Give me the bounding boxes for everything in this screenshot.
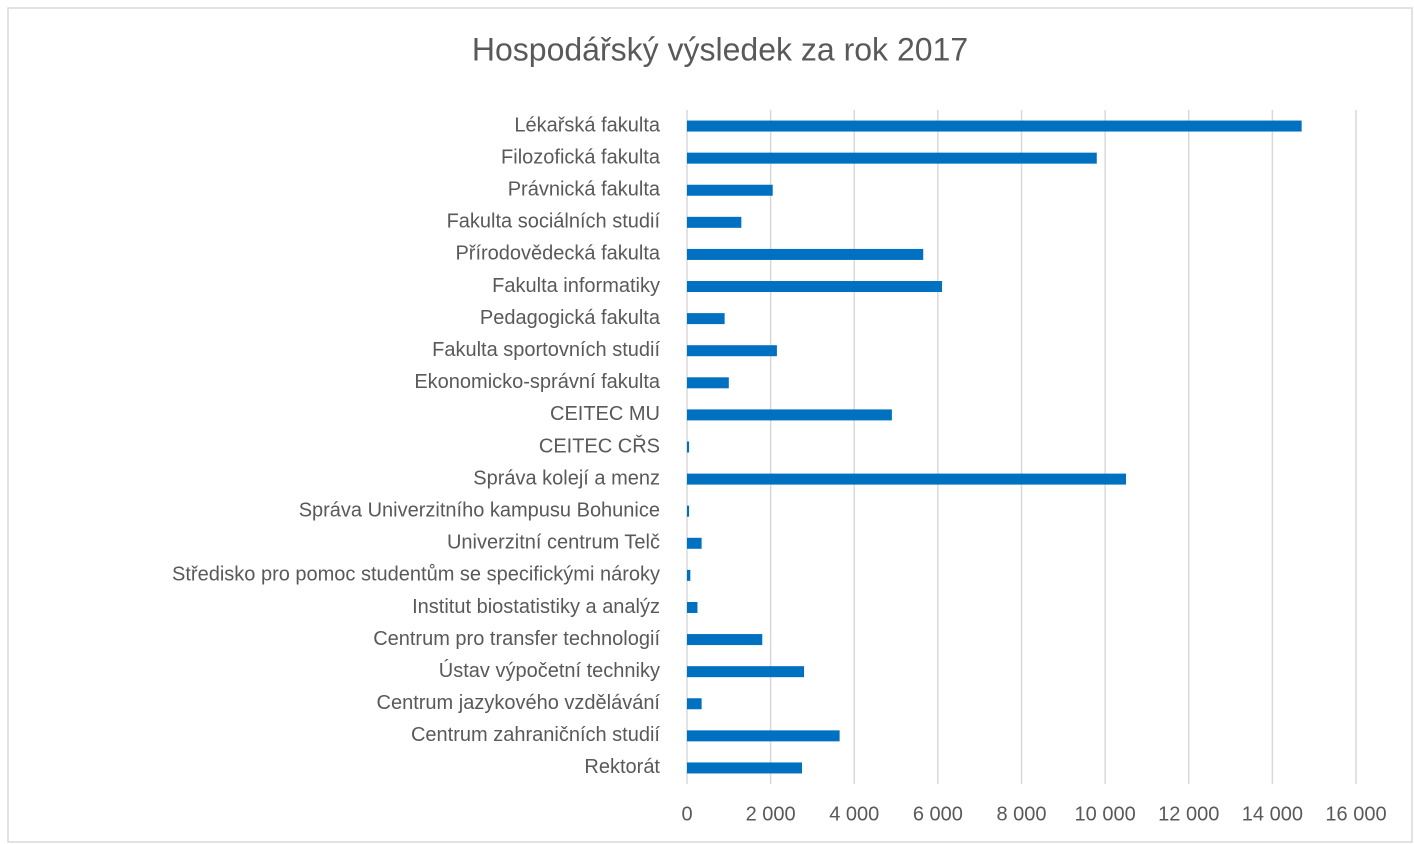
x-tick-label: 12 000	[1158, 803, 1219, 825]
bar	[687, 184, 773, 196]
y-tick-label: Univerzitní centrum Telč	[447, 532, 660, 554]
y-tick-label: Centrum zahraničních studií	[411, 724, 660, 746]
bar	[687, 409, 892, 421]
x-tick-label: 8 000	[996, 803, 1046, 825]
y-tick-label: CEITEC CŘS	[539, 434, 660, 457]
x-tick-label: 0	[681, 803, 692, 825]
bar	[687, 666, 805, 678]
bar	[687, 377, 729, 389]
y-tick-label: Ekonomicko-správní fakulta	[414, 371, 661, 393]
y-tick-label: Filozofická fakulta	[501, 146, 661, 168]
y-tick-label: Lékařská fakulta	[514, 114, 661, 136]
y-tick-label: Právnická fakulta	[508, 179, 661, 201]
bar	[687, 120, 1302, 132]
y-tick-label: Přírodovědecká fakulta	[455, 243, 660, 265]
bar	[687, 569, 691, 581]
x-tick-label: 6 000	[913, 803, 963, 825]
y-tick-label: Pedagogická fakulta	[480, 307, 661, 329]
y-tick-label: Rektorát	[584, 756, 660, 778]
bar	[687, 281, 943, 293]
bar	[687, 152, 1097, 164]
y-tick-label: Centrum jazykového vzdělávání	[377, 692, 661, 714]
y-tick-label: Ústav výpočetní techniky	[439, 659, 660, 682]
y-tick-label: Institut biostatistiky a analýz	[412, 596, 660, 618]
chart-frame	[7, 7, 1413, 843]
bar	[687, 537, 702, 549]
y-tick-label: CEITEC MU	[550, 403, 660, 425]
x-tick-label: 14 000	[1242, 803, 1303, 825]
bar	[687, 730, 840, 742]
bar	[687, 505, 690, 517]
bar	[687, 473, 1127, 485]
x-tick-label: 10 000	[1075, 803, 1136, 825]
y-tick-label: Správa Univerzitního kampusu Bohunice	[299, 499, 660, 521]
bar	[687, 762, 802, 774]
bar	[687, 216, 742, 228]
y-tick-label: Správa kolejí a menz	[473, 467, 660, 489]
y-tick-label: Fakulta sociálních studií	[447, 211, 661, 233]
bar	[687, 441, 690, 453]
bar	[687, 698, 702, 710]
y-tick-label: Fakulta informatiky	[492, 275, 660, 297]
bar	[687, 601, 698, 613]
y-tick-label: Centrum pro transfer technologií	[373, 628, 660, 650]
y-tick-label: Fakulta sportovních studií	[432, 339, 660, 361]
y-tick-label: Středisko pro pomoc studentům se specifi…	[172, 564, 660, 586]
x-tick-label: 16 000	[1325, 803, 1386, 825]
x-tick-label: 4 000	[829, 803, 879, 825]
bar	[687, 345, 777, 357]
bar	[687, 634, 763, 646]
bar	[687, 313, 725, 325]
chart-title: Hospodářský výsledek za rok 2017	[472, 31, 968, 67]
bar	[687, 248, 924, 260]
x-tick-label: 2 000	[746, 803, 796, 825]
